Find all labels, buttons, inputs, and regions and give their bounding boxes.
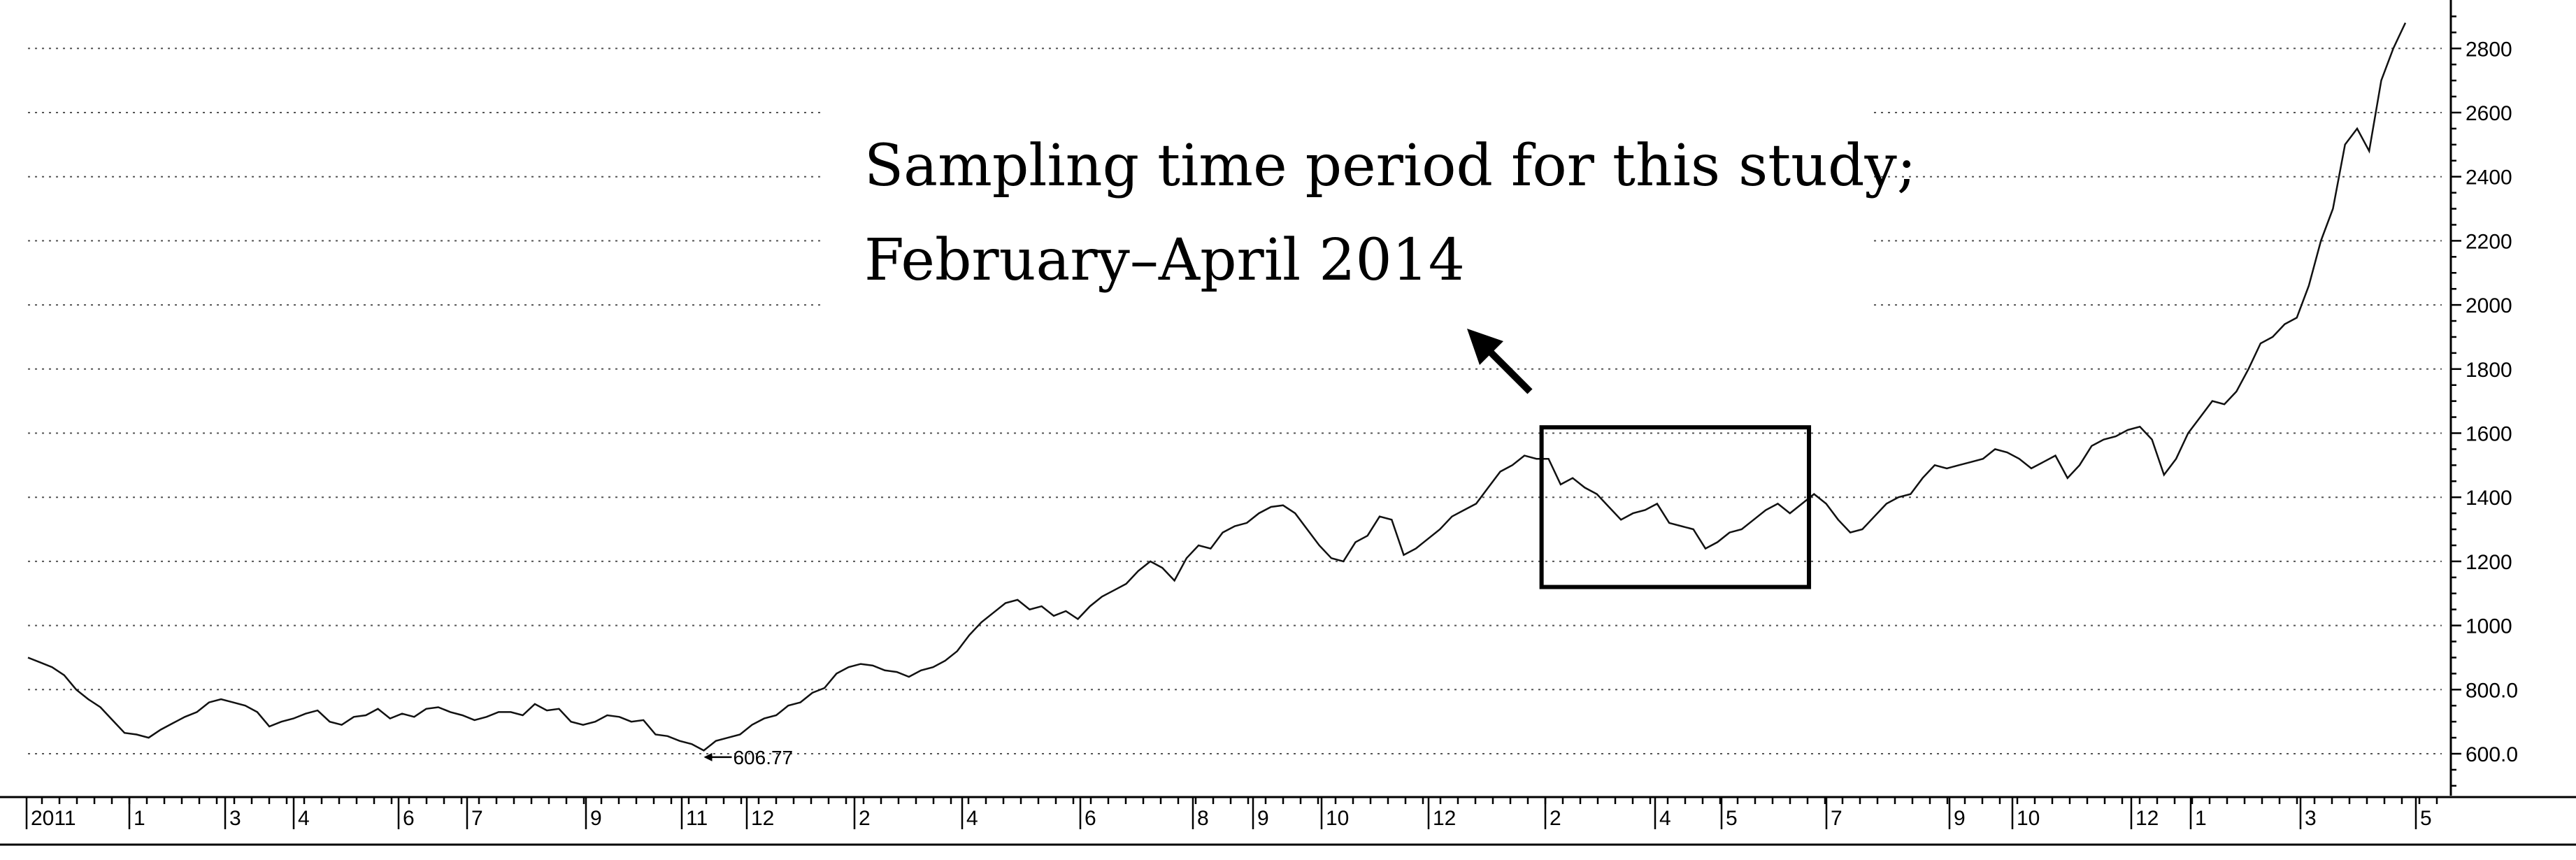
y-tick-label: 600.0: [2466, 743, 2518, 766]
y-tick-label: 1800: [2466, 359, 2512, 382]
y-tick-label: 800.0: [2466, 679, 2518, 702]
x-tick-label: 6: [1085, 807, 1096, 830]
y-tick-label: 1200: [2466, 551, 2512, 574]
x-tick-label: 10: [1326, 807, 1349, 830]
x-tick-label: 1: [134, 807, 145, 830]
y-tick-label: 1400: [2466, 487, 2512, 510]
series-line: [27, 22, 2407, 752]
x-tick-label: 12: [2135, 807, 2159, 830]
sampling-period-text-line1: Sampling time period for this study;: [864, 133, 1916, 199]
x-tick-label: 12: [751, 807, 774, 830]
x-axis: 2011 1 3 4 6 7 9 11 12 2 4 6 8 9 10 12 2 4 5 7 9 10 12 1 3 5: [0, 796, 2576, 846]
y-tick-label: 1000: [2466, 615, 2512, 638]
x-tick-label: 2: [1550, 807, 1561, 830]
x-tick-label: 9: [1954, 807, 1966, 830]
y-axis: 600.0 800.0 1000 1200 1400 1600 1800 2000 2200 24…: [2449, 0, 2518, 796]
series-group: [27, 22, 2407, 752]
x-tick-label: 11: [686, 807, 708, 830]
y-tick-label: 2200: [2466, 230, 2512, 253]
annotations: Sampling time period for this study; Feb…: [703, 91, 1916, 768]
y-tick-label: 2400: [2466, 166, 2512, 189]
y-tick-label: 2000: [2466, 294, 2512, 317]
x-tick-label: 9: [1257, 807, 1269, 830]
y-tick-label: 1600: [2466, 423, 2512, 446]
x-tick-label: 7: [471, 807, 483, 830]
x-tick-label: 6: [403, 807, 415, 830]
x-tick-label: 8: [1197, 807, 1209, 830]
x-tick-label: 4: [1659, 807, 1671, 830]
x-tick-label: 4: [966, 807, 978, 830]
x-tick-label: 2011: [31, 807, 76, 830]
sampling-period-box: [1539, 425, 1812, 589]
x-tick-label: 3: [2305, 807, 2317, 830]
x-tick-label: 2: [859, 807, 871, 830]
minimum-value-label: 606.77: [733, 747, 793, 768]
x-tick-label: 5: [2420, 807, 2432, 830]
x-tick-label: 1: [2195, 807, 2207, 830]
annotation-text-background: [825, 91, 1870, 325]
y-tick-label: 2800: [2466, 38, 2512, 61]
minimum-marker: 606.77: [703, 747, 793, 768]
arrow-icon: [1467, 329, 1533, 394]
sampling-period-text-line2: February–April 2014: [864, 227, 1465, 294]
x-tick-label: 9: [590, 807, 602, 830]
x-tick-label: 5: [1726, 807, 1738, 830]
x-tick-label: 7: [1831, 807, 1842, 830]
y-tick-label: 2600: [2466, 102, 2512, 125]
x-tick-label: 12: [1433, 807, 1456, 830]
x-tick-label: 4: [298, 807, 310, 830]
x-tick-label: 3: [229, 807, 241, 830]
x-tick-label: 10: [2017, 807, 2040, 830]
